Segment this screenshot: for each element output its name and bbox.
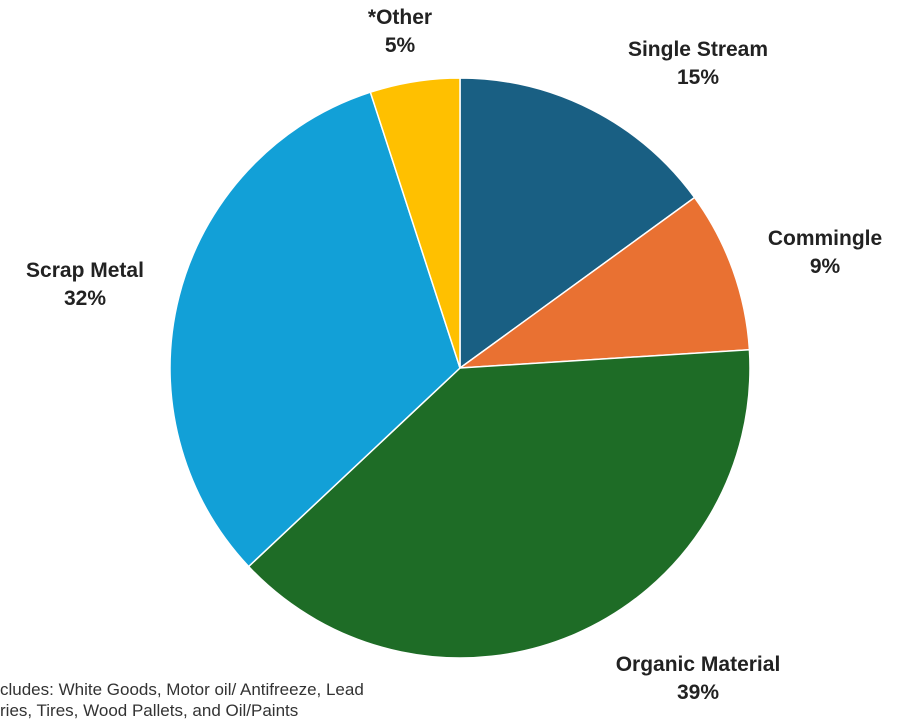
label-single-stream-name: Single Stream [627, 38, 769, 61]
pie-slice-organic-material [247, 348, 751, 659]
label-other: *Other 5% [330, 4, 470, 60]
label-single-stream: Single Stream 15% [608, 36, 788, 92]
label-scrap-metal-name: Scrap Metal [26, 259, 144, 282]
pie-slice-single-stream [459, 77, 696, 370]
label-other-name: *Other [367, 6, 433, 29]
label-organic-material-name: Organic Material [615, 653, 781, 676]
pie-slice-commingle [457, 196, 751, 369]
label-scrap-metal-pct: 32% [63, 287, 107, 310]
pie-slice-other [369, 77, 461, 369]
label-commingle: Commingle 9% [750, 225, 900, 281]
label-single-stream-pct: 15% [676, 66, 720, 89]
label-commingle-pct: 9% [809, 255, 841, 278]
label-commingle-name: Commingle [767, 227, 883, 250]
label-organic-material-pct: 39% [676, 681, 720, 704]
footnote-line-1: cludes: White Goods, Motor oil/ Antifree… [0, 680, 364, 699]
footnote-line-2: ries, Tires, Wood Pallets, and Oil/Paint… [0, 701, 299, 720]
label-scrap-metal: Scrap Metal 32% [5, 257, 165, 313]
label-other-pct: 5% [384, 34, 416, 57]
label-organic-material: Organic Material 39% [593, 651, 803, 707]
pie-slice-scrap-metal [169, 91, 461, 568]
